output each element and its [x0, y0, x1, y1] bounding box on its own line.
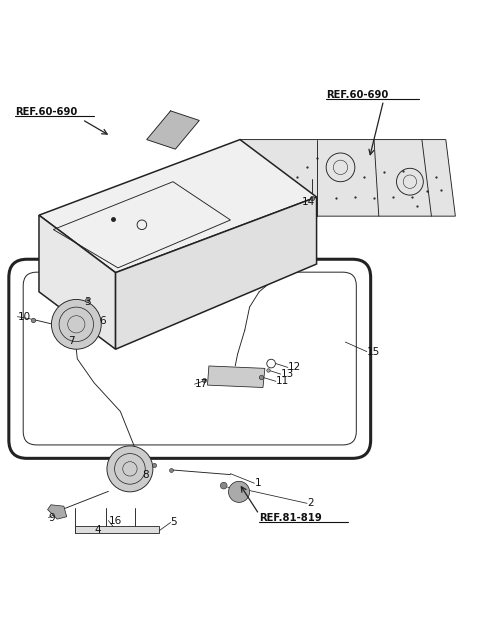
Text: 16: 16	[108, 515, 121, 526]
Polygon shape	[75, 526, 158, 533]
Text: REF.81-819: REF.81-819	[259, 513, 322, 522]
Text: 11: 11	[276, 376, 289, 387]
Text: 4: 4	[94, 525, 101, 535]
Circle shape	[107, 446, 153, 492]
Text: 10: 10	[17, 312, 31, 322]
Text: 3: 3	[84, 297, 91, 307]
Text: 15: 15	[367, 347, 380, 356]
Text: 17: 17	[194, 379, 208, 389]
Text: 14: 14	[302, 197, 315, 207]
Polygon shape	[207, 366, 265, 388]
Text: 7: 7	[68, 336, 74, 345]
Text: 1: 1	[254, 478, 261, 488]
Polygon shape	[48, 504, 67, 519]
Text: 12: 12	[288, 362, 301, 372]
Polygon shape	[147, 111, 199, 149]
Polygon shape	[116, 197, 317, 349]
Circle shape	[220, 482, 227, 489]
Text: REF.60-690: REF.60-690	[326, 90, 388, 99]
Text: 2: 2	[307, 498, 313, 508]
Polygon shape	[39, 215, 116, 349]
Circle shape	[51, 299, 101, 349]
Text: REF.60-690: REF.60-690	[15, 107, 77, 117]
Text: 6: 6	[99, 315, 106, 326]
Circle shape	[228, 481, 250, 503]
Polygon shape	[39, 140, 317, 272]
Text: 13: 13	[281, 369, 294, 379]
Text: 9: 9	[48, 513, 55, 522]
Text: 8: 8	[142, 470, 148, 479]
Polygon shape	[240, 140, 456, 216]
Text: 5: 5	[170, 517, 177, 528]
